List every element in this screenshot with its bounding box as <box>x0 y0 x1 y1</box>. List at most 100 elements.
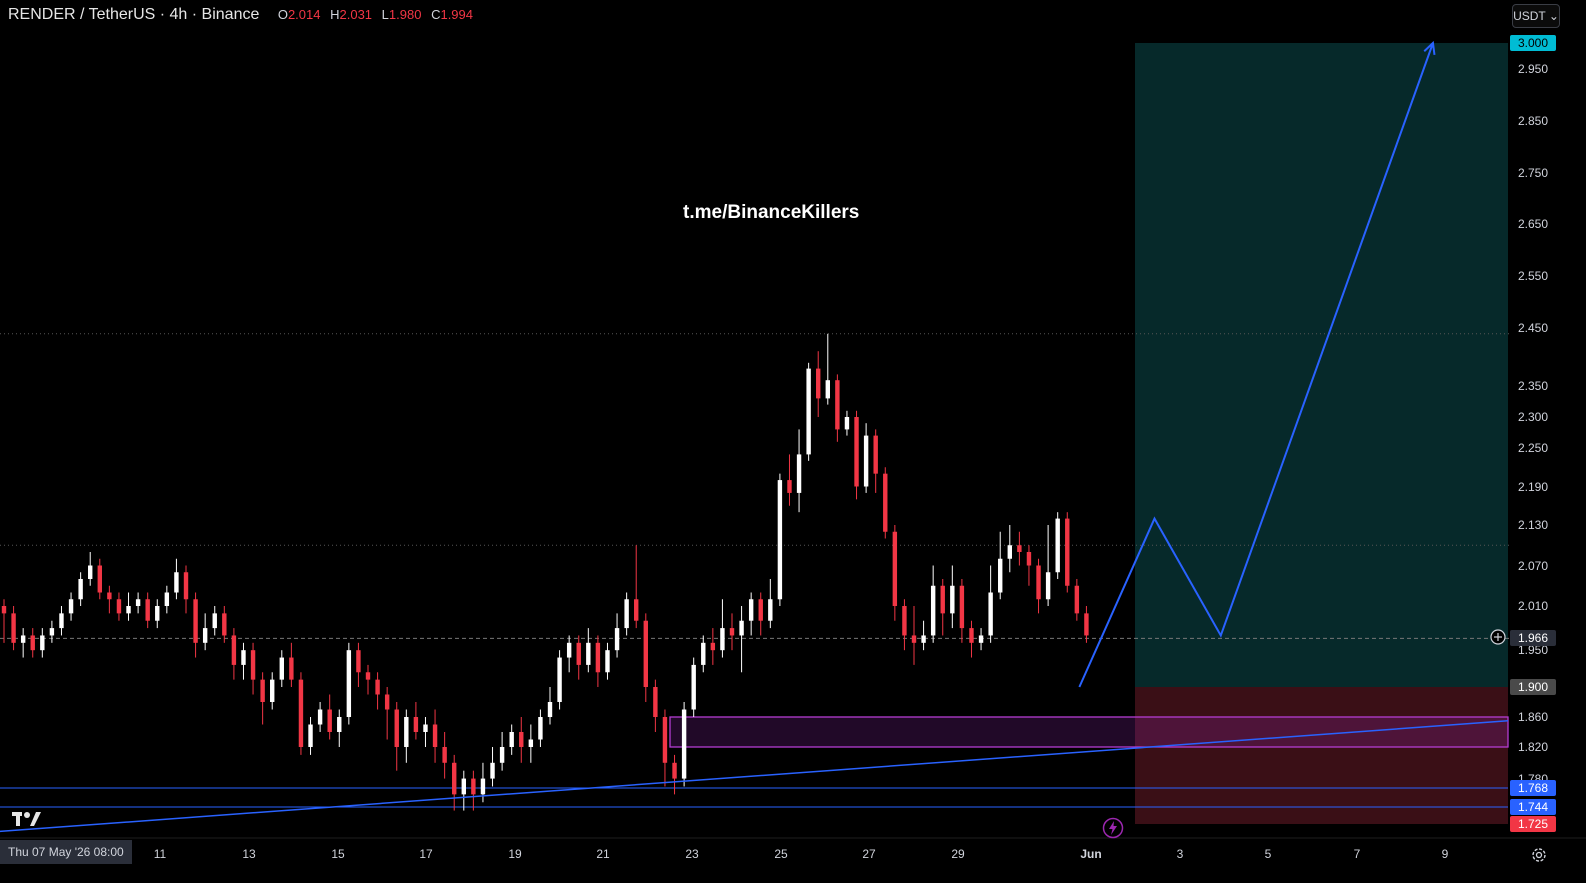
currency-label: USDT <box>1513 9 1546 23</box>
candle-body <box>672 762 677 779</box>
candle-body <box>279 657 284 680</box>
candle-body <box>317 709 323 725</box>
price-tick: 2.450 <box>1518 321 1549 335</box>
tradingview-logo-icon[interactable] <box>12 810 42 828</box>
candle-body <box>394 709 399 747</box>
candle-body <box>432 724 438 747</box>
price-tick: 2.010 <box>1518 599 1549 613</box>
candle-body <box>164 592 170 606</box>
price-label: 1.744 <box>1510 799 1556 815</box>
price-tick: 2.750 <box>1518 165 1549 180</box>
candle-body <box>471 778 476 795</box>
watermark-text: t.me/BinanceKillers <box>683 202 860 223</box>
candle-body <box>183 572 189 600</box>
candle-body <box>1074 585 1080 614</box>
candle-body <box>68 599 74 614</box>
candle-body <box>978 635 984 643</box>
candle-body <box>643 620 648 687</box>
add-price-alert-icon[interactable] <box>1489 628 1507 646</box>
candle-body <box>883 473 888 532</box>
candle-body <box>365 672 371 680</box>
candle-body <box>1 606 7 614</box>
candle-body <box>40 635 45 651</box>
candle-body <box>145 599 150 621</box>
time-tick: 13 <box>242 847 256 861</box>
price-label: 1.900 <box>1510 679 1556 695</box>
time-tick: 25 <box>774 847 788 861</box>
candle-body <box>835 380 840 430</box>
candle-body <box>212 613 217 629</box>
candle-body <box>547 702 553 717</box>
trend-line <box>0 720 1509 833</box>
candle-body <box>384 694 390 710</box>
candle-body <box>729 628 735 636</box>
candle-body <box>1045 572 1051 600</box>
candle-body <box>49 628 55 636</box>
candle-body <box>863 435 869 487</box>
chevron-down-icon: ⌄ <box>1545 9 1559 23</box>
candle-body <box>11 613 16 643</box>
candle-body <box>222 613 227 636</box>
candle-body <box>298 679 304 747</box>
ohlc-close-value: 1.994 <box>440 7 474 22</box>
candle-body <box>308 724 313 747</box>
candle-body <box>748 599 754 621</box>
candle-body <box>557 657 562 702</box>
symbol-title[interactable]: RENDER / TetherUS · 4h · Binance <box>8 6 260 23</box>
candle-body <box>461 778 466 795</box>
ohlc-low-value: 1.980 <box>388 7 422 22</box>
time-cursor-label: Thu 07 May '26 08:00 <box>0 840 132 864</box>
candle-body <box>528 739 534 747</box>
ohlc-low-key: L <box>381 7 389 22</box>
candle-body <box>566 642 572 658</box>
candle-body <box>1084 613 1089 636</box>
price-tick: 2.950 <box>1518 61 1549 76</box>
candle-body <box>59 613 64 629</box>
time-tick: 9 <box>1441 847 1449 861</box>
candle-body <box>940 585 945 614</box>
time-tick: 21 <box>596 847 610 861</box>
currency-selector[interactable]: USDT ⌄ <box>1512 4 1560 28</box>
candle-body <box>327 709 332 732</box>
candle-body <box>1065 518 1070 586</box>
price-tick: 2.300 <box>1518 410 1549 424</box>
time-tick: 3 <box>1176 847 1184 861</box>
flash-icon[interactable] <box>1102 817 1124 839</box>
candle-body <box>30 635 35 651</box>
demand-zone <box>669 716 1509 748</box>
candle-body <box>796 454 802 493</box>
candle-body <box>519 732 524 747</box>
candle-body <box>155 606 160 621</box>
candle-body <box>413 717 419 732</box>
time-tick: 11 <box>153 847 167 861</box>
candle-body <box>174 572 179 593</box>
candle-body <box>710 642 716 651</box>
candle-body <box>586 642 591 665</box>
price-tick: 2.130 <box>1518 518 1549 532</box>
price-tick: 2.190 <box>1518 479 1549 494</box>
candle-body <box>892 531 898 606</box>
ohlc-open-key: O <box>277 7 288 22</box>
gear-icon[interactable] <box>1530 846 1548 864</box>
time-tick: 19 <box>508 847 522 861</box>
position-target-zone <box>1135 43 1508 687</box>
candle-body <box>595 642 601 673</box>
candle-body <box>289 657 294 680</box>
candle-body <box>509 732 514 747</box>
candle-body <box>691 664 696 710</box>
candle-body <box>1007 545 1012 559</box>
time-tick: 7 <box>1353 847 1361 861</box>
candle-body <box>250 650 256 680</box>
candle-body <box>126 606 131 614</box>
candle-body <box>78 579 83 600</box>
price-tick: 1.860 <box>1518 710 1549 724</box>
candle-body <box>576 642 581 665</box>
price-tick: 2.070 <box>1518 558 1549 573</box>
candle-body <box>911 635 917 643</box>
candle-body <box>969 628 974 643</box>
time-tick: Jun <box>1080 847 1102 861</box>
projection-arrow-head <box>1423 40 1436 56</box>
price-label: 1.725 <box>1510 816 1556 832</box>
ohlc-values: O2.014 H2.031 L1.980 C1.994 <box>272 7 473 22</box>
